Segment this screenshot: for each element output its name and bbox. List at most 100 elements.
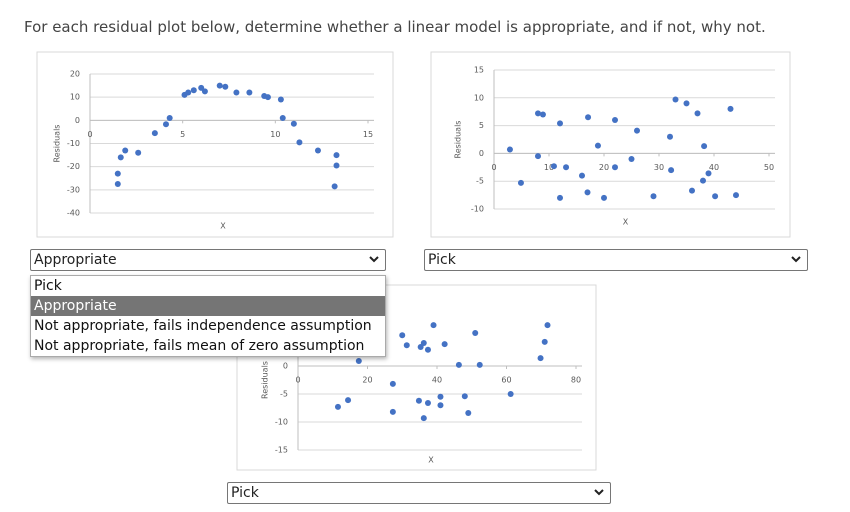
x-tick-label: 15: [363, 130, 373, 139]
point: [594, 142, 601, 149]
x-tick-label: 60: [501, 376, 511, 385]
point: [537, 355, 544, 362]
x-tick-label: 20: [599, 163, 609, 172]
point: [233, 89, 240, 96]
dropdown-list: Pick Appropriate Not appropriate, fails in…: [30, 275, 386, 357]
point: [264, 94, 271, 101]
select-value: Appropriate: [34, 252, 117, 268]
point: [585, 114, 592, 121]
select-value: Pick: [231, 485, 259, 501]
point: [185, 89, 192, 96]
point: [507, 391, 514, 397]
point: [430, 322, 437, 329]
point: [277, 96, 284, 103]
point: [601, 194, 607, 201]
chevron: [594, 489, 604, 496]
x-axis-label: X: [220, 222, 226, 231]
chevron-line: [791, 256, 801, 263]
point: [541, 338, 548, 345]
point: [166, 115, 173, 122]
x-tick-label: 20: [362, 376, 372, 385]
point: [557, 120, 563, 127]
chart-frame: [236, 284, 597, 471]
point: [135, 149, 142, 156]
point: [114, 181, 121, 188]
x-axis-label: X: [428, 456, 434, 465]
point: [612, 117, 618, 124]
point: [465, 410, 472, 417]
option[interactable]: Not appropriate, fails independence assu…: [34, 318, 372, 334]
point: [705, 170, 712, 177]
point: [733, 192, 739, 199]
point: [162, 121, 169, 128]
point: [689, 187, 695, 194]
point: [437, 402, 444, 409]
point: [279, 115, 286, 122]
point: [190, 87, 197, 94]
point: [694, 110, 701, 117]
y-tick-label: 10: [70, 93, 80, 102]
x-tick-label: 0: [87, 130, 92, 139]
point: [727, 105, 734, 112]
point: [668, 167, 675, 174]
point: [333, 162, 340, 169]
x-tick-label: 30: [654, 163, 664, 172]
y-axis-label: Residuals: [261, 361, 270, 399]
y-tick-label: -5: [280, 390, 288, 399]
chevron: [791, 256, 801, 263]
point: [331, 183, 338, 190]
point: [117, 154, 124, 161]
point: [672, 96, 679, 103]
point: [472, 329, 479, 336]
chevron-line: [594, 489, 604, 496]
y-tick-label: 5: [479, 121, 484, 130]
x-tick-label: 0: [491, 163, 496, 172]
option[interactable]: Appropriate: [31, 296, 385, 316]
select-value: Pick: [428, 252, 456, 268]
point: [314, 147, 321, 154]
chart-frame: [36, 51, 394, 238]
y-tick-label: 15: [474, 66, 484, 75]
x-tick-label: 40: [432, 376, 442, 385]
point: [650, 193, 657, 200]
point: [420, 340, 427, 347]
point: [333, 152, 340, 159]
point: [557, 194, 563, 201]
x-tick-label: 10: [544, 163, 554, 172]
y-tick-label: -20: [67, 162, 80, 171]
point: [114, 170, 121, 177]
option[interactable]: Not appropriate, fails mean of zero assu…: [34, 338, 365, 354]
chevron-line: [369, 256, 379, 263]
x-tick-label: 10: [270, 130, 280, 139]
point: [584, 189, 591, 196]
point: [437, 393, 444, 400]
option[interactable]: Pick: [34, 278, 62, 294]
y-tick-label: -10: [471, 205, 484, 214]
y-axis-label: Residuals: [454, 121, 463, 159]
y-tick-label: 20: [70, 70, 80, 79]
point: [506, 146, 513, 153]
point: [634, 127, 640, 134]
point: [539, 111, 546, 118]
point: [579, 172, 585, 179]
point: [712, 193, 719, 200]
select[interactable]: Pick: [227, 482, 611, 504]
point: [246, 89, 253, 96]
y-tick-label: -15: [275, 446, 288, 455]
select[interactable]: Appropriate: [30, 249, 386, 271]
point: [355, 357, 362, 364]
y-tick-label: -10: [275, 418, 288, 427]
y-tick-label: 0: [479, 149, 484, 158]
point: [550, 163, 557, 170]
y-tick-label: -40: [67, 209, 80, 218]
x-tick-label: 0: [295, 376, 300, 385]
point: [420, 415, 427, 422]
point: [389, 408, 396, 415]
y-tick-label: 0: [75, 116, 80, 125]
point: [424, 346, 431, 353]
y-tick-label: 10: [474, 93, 484, 102]
x-tick-label: 80: [571, 376, 581, 385]
select[interactable]: Pick: [424, 249, 808, 271]
